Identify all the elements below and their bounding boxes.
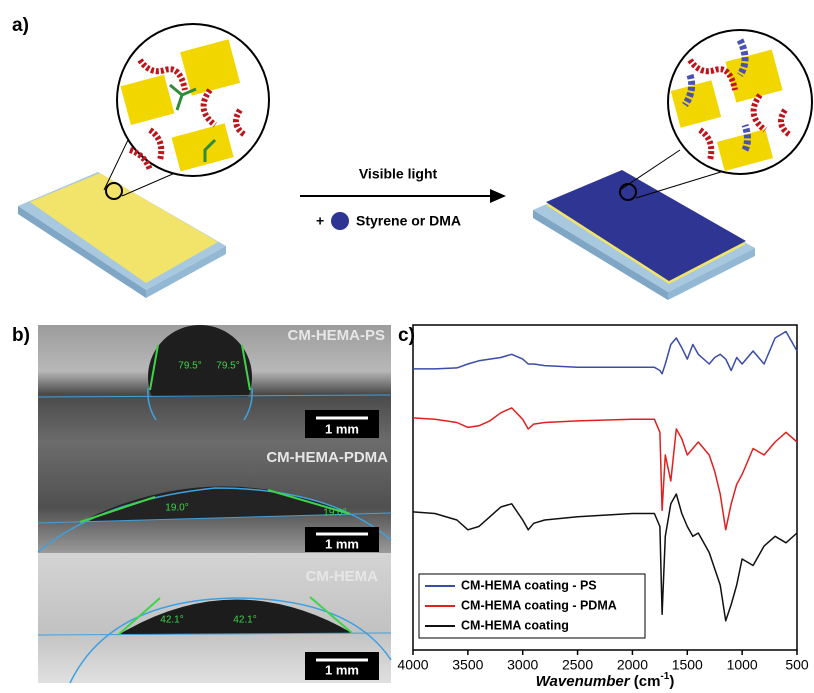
arrow-label: Styrene or DMA [356,213,461,229]
scale-bar-label: 1 mm [325,662,359,677]
scale-bar-label: 1 mm [325,421,359,436]
angle: 79.5° [178,361,201,372]
arrow-label: Visible light [359,166,438,182]
panel-label: c) [398,325,415,346]
x-axis-label-main: Wavenumber [536,673,631,690]
magnifier-right [619,29,813,201]
chart: 4000 3500 3000 2500 2000 1500 1000 500 CM-HEMA c… [397,330,809,673]
angle: 19.0° [323,508,346,519]
legend-label: CM-HEMA coating - PS [461,578,597,592]
x-tick-label: 1000 [727,657,758,673]
x-axis-label: Wavenumber (cm-1) [536,671,675,690]
arrow-head [490,189,506,203]
plot-frame [412,324,798,651]
x-axis-label-close: ) [669,673,674,690]
legend-label: CM-HEMA coating - PDMA [461,598,617,612]
photo-label: CM-HEMA-PDMA [266,449,388,466]
photo-3 [37,553,392,684]
substrate-right [533,170,755,300]
angle: 42.1° [233,615,256,626]
photo-label: CM-HEMA [306,568,379,585]
angle: 42.1° [160,615,183,626]
x-tick-label: 2500 [562,657,593,673]
x-axis-label-unit: (cm [630,673,661,690]
x-axis-label-exp: -1 [660,671,669,682]
photo-label: CM-HEMA-PS [288,327,386,344]
x-tick-label: 3000 [507,657,538,673]
series-line [413,330,798,375]
series-line [412,493,798,622]
photo-2 [37,440,392,553]
monomer-icon [331,212,349,230]
scale-bar-label: 1 mm [325,536,359,551]
series-line [412,407,798,531]
panel-label: b) [12,325,30,346]
x-tick-label: 3500 [452,657,483,673]
angle: 79.5° [216,361,239,372]
legend-label: CM-HEMA coating [461,618,569,632]
substrate-left [18,172,226,298]
x-tick-label: 2000 [617,657,648,673]
photo-1 [37,325,392,440]
panel-label: a) [12,15,29,36]
x-tick-label: 4000 [397,657,428,673]
x-tick-label: 500 [785,657,809,673]
legend-box [418,573,646,639]
magnifier-left [103,23,270,200]
x-tick-label: 1500 [672,657,703,673]
angle: 19.0° [165,503,188,514]
plus: + [316,213,324,229]
